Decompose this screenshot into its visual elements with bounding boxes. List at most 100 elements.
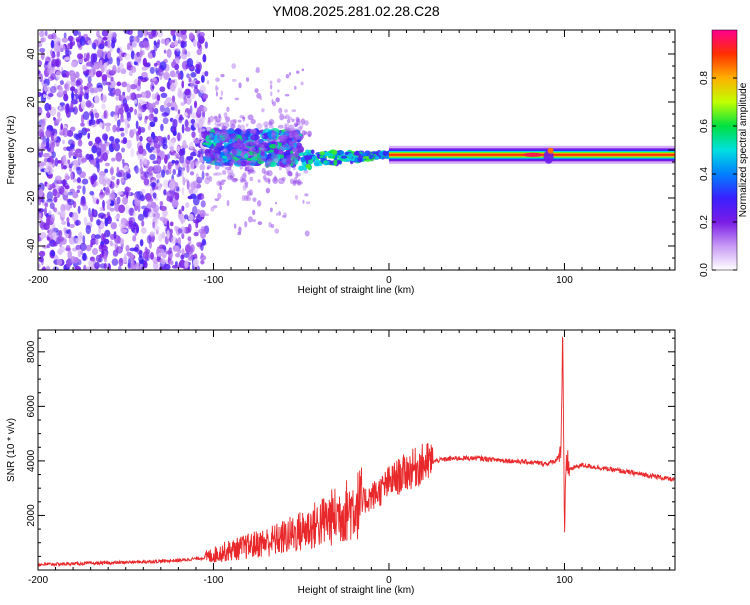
spectrogram-cell [174, 191, 180, 201]
spectrogram-cell [153, 107, 159, 115]
spectrogram-cell [125, 95, 130, 101]
spectrogram-cell [110, 157, 116, 162]
spectrogram-cell [121, 95, 125, 100]
spectrogram-cell [247, 169, 251, 175]
spectrogram-cell [233, 223, 237, 229]
spectrogram-cell [254, 140, 261, 147]
spectrogram-cell [153, 62, 158, 67]
spectrogram-cell [62, 179, 67, 187]
spectrogram-cell [221, 179, 226, 183]
spectrogram-cell [270, 91, 273, 97]
spectrogram-cell [230, 149, 237, 153]
spectrogram-cell [63, 226, 66, 233]
spectrogram-cell [133, 99, 138, 104]
spectrogram-cell [304, 193, 309, 197]
spectrogram-cell [290, 152, 296, 158]
colorbar-tick-label: 0.0 [699, 263, 710, 277]
spectrogram-cell [255, 143, 263, 148]
spectrogram-cell [146, 235, 152, 244]
spectrogram-cell [78, 95, 82, 101]
spectrogram-cell [173, 152, 179, 157]
spectrogram-cell [62, 127, 69, 138]
spectrogram-cell [245, 132, 250, 138]
spectrogram-cell [90, 241, 93, 248]
spectrogram-cell [124, 125, 129, 135]
spectrogram-cell [204, 172, 209, 177]
spectrogram-cell [162, 117, 169, 125]
spectrogram-cell [106, 211, 111, 218]
spectrogram-cell [268, 119, 275, 126]
spectrogram-cell [150, 182, 157, 188]
spectrogram-cell [44, 168, 50, 173]
spectrogram-cell [249, 129, 256, 134]
spectrogram-cell [89, 160, 96, 165]
spectrogram-cell [70, 126, 76, 132]
spectrogram-cell [116, 57, 121, 67]
spectrogram-cell [165, 38, 170, 45]
spectrogram-cell [223, 137, 228, 143]
spectrogram-cell [215, 91, 219, 97]
spectrogram-cell [180, 101, 186, 106]
spectrogram-cell [98, 212, 106, 218]
spectrogram-cell [245, 166, 250, 172]
spectrogram-cell [43, 207, 48, 217]
spectrogram-cell [43, 157, 49, 163]
spectrogram-cell [177, 36, 181, 44]
spectrogram-cell [112, 124, 117, 133]
spectrogram-cell [214, 161, 220, 166]
spectrogram-cell [186, 57, 194, 68]
spectrogram-cell [58, 229, 63, 237]
spectrogram-cell [55, 118, 60, 124]
spectrogram-cell [203, 156, 212, 162]
spectrogram-cell [72, 211, 79, 222]
spectrogram-cell [165, 97, 173, 103]
spectrogram-cell [247, 169, 254, 173]
spectrogram-cell [65, 103, 70, 112]
spectrogram-cell [147, 211, 155, 218]
spectrogram-cell [152, 49, 156, 58]
spectrogram-cell [47, 93, 54, 98]
spectrogram-cell [177, 249, 182, 254]
spectrogram-cell [101, 94, 107, 103]
spectrogram-cell [105, 81, 112, 86]
spectrogram-cell [267, 179, 271, 185]
spectrogram-cell [39, 219, 44, 229]
spectrogram-cell [143, 76, 149, 81]
spectrogram-cell [220, 163, 226, 168]
spectrogram-cell [47, 66, 55, 75]
spectrogram-cell [223, 150, 228, 156]
spectrogram-cell [227, 159, 235, 164]
spectrogram-cell [76, 53, 84, 60]
spectrogram-cell [292, 142, 297, 148]
spectrogram-cell [50, 214, 56, 223]
spectrogram-cell [184, 260, 189, 269]
spectrogram-cell [96, 147, 102, 157]
spectrogram-cell [85, 61, 91, 67]
spectrogram-cell [102, 36, 108, 41]
spectrogram-cell [137, 213, 145, 221]
spectrogram-cell [232, 147, 238, 154]
spectrogram-cell [294, 131, 299, 135]
spectrogram-cell [163, 154, 168, 164]
spectrogram-cell [108, 192, 116, 200]
spectrogram-cell [62, 165, 67, 170]
spectrogram-cell [139, 158, 143, 167]
spectrogram-cell [284, 125, 288, 131]
spectrogram-cell [104, 58, 108, 63]
spectrogram-cell [183, 252, 190, 258]
spectrogram-cell [79, 90, 85, 96]
spectrogram-cell [300, 118, 306, 125]
spectrogram-cell [120, 217, 127, 226]
spectrogram-cell [83, 85, 88, 91]
colorbar-tick-label: 0.2 [699, 215, 710, 229]
spectrogram-cell [169, 221, 174, 227]
spectrogram-cell [252, 128, 257, 132]
spectrogram-cell [210, 145, 217, 150]
spectrogram-cell [65, 229, 71, 234]
spectrogram-cell [77, 85, 81, 94]
spectrogram-cell [327, 155, 334, 159]
spectrogram-cell [136, 51, 140, 57]
spectrogram-cell [126, 113, 132, 122]
spectrogram-cell [170, 41, 175, 48]
